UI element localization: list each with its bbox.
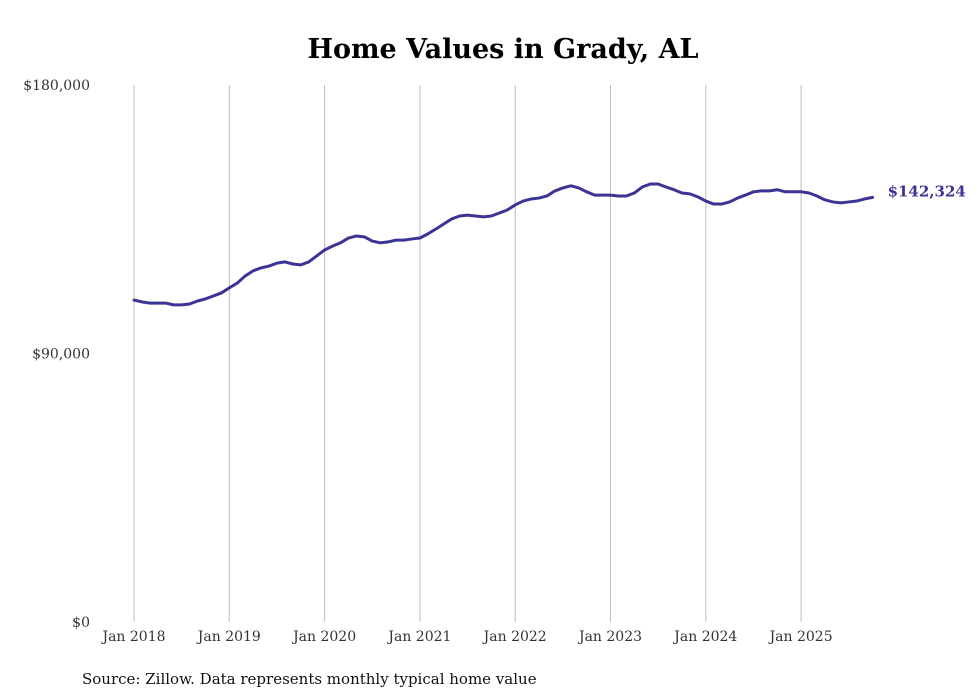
chart-title: Home Values in Grady, AL bbox=[307, 34, 698, 65]
x-tick-label: Jan 2022 bbox=[482, 629, 547, 645]
series-line bbox=[132, 182, 875, 307]
x-tick-label: Jan 2020 bbox=[291, 629, 356, 645]
series-layer: $142,324 bbox=[132, 182, 966, 307]
y-tick-label: $90,000 bbox=[32, 347, 90, 363]
x-axis: Jan 2018 Jan 2019 Jan 2020 Jan 2021 Jan 2022… bbox=[100, 629, 832, 645]
x-tick-label: Jan 2021 bbox=[386, 629, 451, 645]
y-tick-label: $180,000 bbox=[23, 78, 90, 94]
y-axis: $0 $90,000 $180,000 bbox=[23, 78, 90, 631]
x-tick-label: Jan 2023 bbox=[577, 629, 642, 645]
source-note: Source: Zillow. Data represents monthly … bbox=[82, 670, 537, 688]
x-tick-label: Jan 2018 bbox=[100, 629, 165, 645]
x-tick-label: Jan 2025 bbox=[768, 629, 833, 645]
gridlines bbox=[133, 85, 802, 622]
y-tick-label: $0 bbox=[72, 615, 90, 631]
x-tick-label: Jan 2019 bbox=[196, 629, 261, 645]
end-value-label: $142,324 bbox=[888, 182, 966, 200]
x-tick-label: Jan 2024 bbox=[672, 629, 737, 645]
